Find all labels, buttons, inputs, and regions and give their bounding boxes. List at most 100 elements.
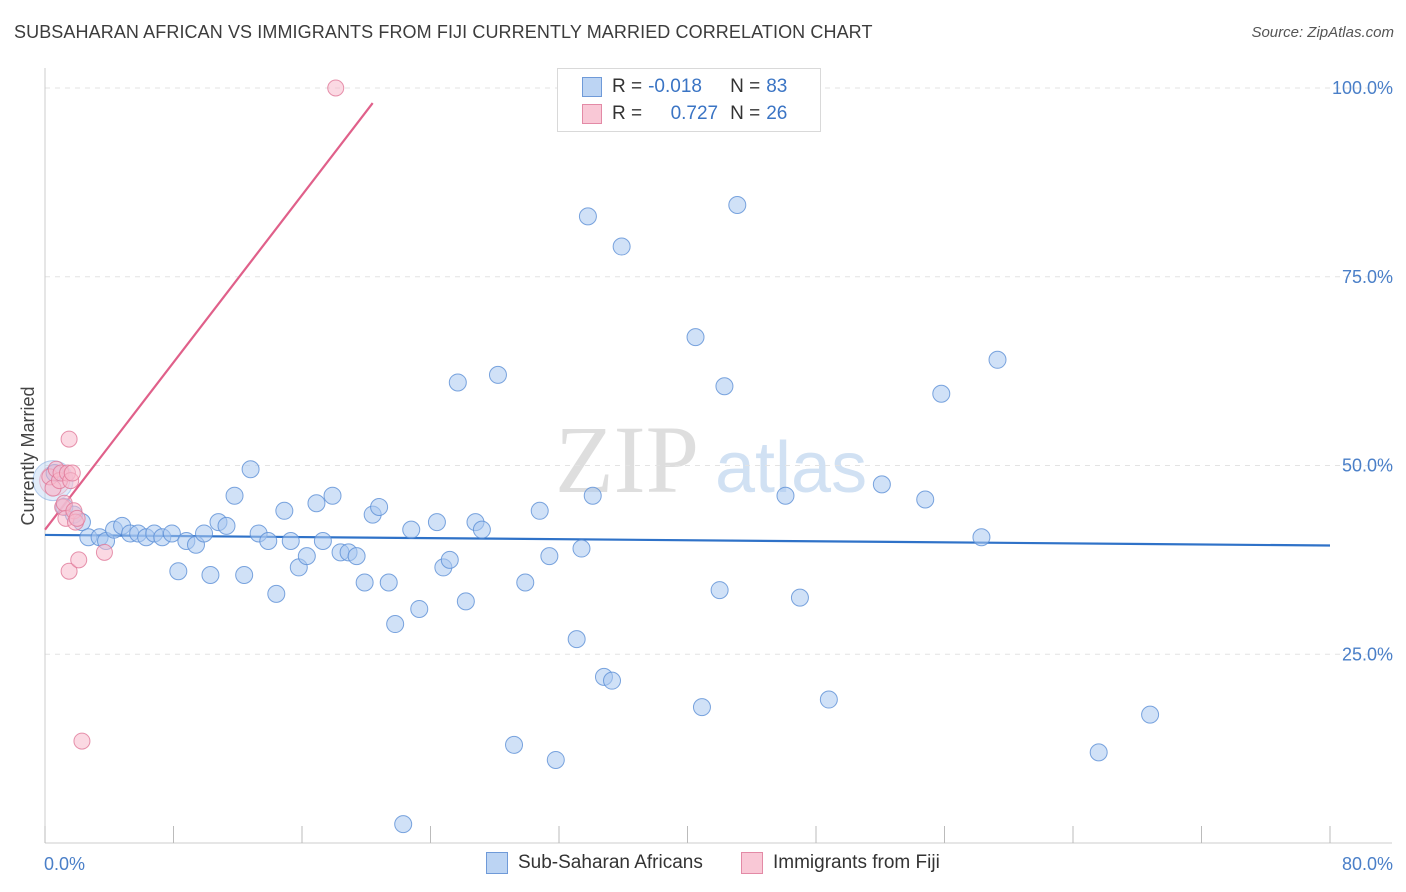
point-subsaharan — [567, 630, 586, 649]
point-subsaharan — [872, 475, 891, 494]
legend-n-label: N = — [730, 76, 761, 97]
point-subsaharan — [217, 516, 236, 535]
point-subsaharan — [235, 565, 254, 584]
point-subsaharan — [259, 532, 278, 550]
point-subsaharan — [728, 196, 747, 215]
y-tick-label: 100.0% — [1332, 78, 1393, 98]
y-axis-label: Currently Married — [18, 386, 38, 525]
point-subsaharan — [370, 498, 389, 517]
trend-line-subsaharan — [44, 533, 1331, 547]
point-fiji — [60, 562, 78, 580]
point-subsaharan — [281, 532, 300, 550]
point-subsaharan — [402, 520, 421, 539]
point-subsaharan — [988, 350, 1007, 369]
point-subsaharan — [1141, 705, 1160, 724]
point-subsaharan — [546, 750, 565, 769]
x-tick-label: 80.0% — [1342, 854, 1393, 874]
legend-row-subsaharan: R = -0.018 N = 83 — [582, 74, 787, 100]
point-subsaharan — [307, 494, 326, 513]
legend-swatch-blue — [582, 77, 602, 97]
watermark: ZIP atlas — [555, 406, 867, 513]
bottom-legend-swatch-blue — [486, 852, 508, 874]
point-subsaharan — [516, 573, 535, 592]
watermark-zip: ZIP — [555, 406, 699, 513]
point-subsaharan — [612, 237, 631, 256]
bottom-legend-label-fiji: Immigrants from Fiji — [773, 852, 940, 873]
point-fiji — [70, 551, 88, 569]
point-subsaharan — [715, 377, 734, 396]
bottom-legend-fiji: Immigrants from Fiji — [741, 852, 940, 874]
stats-legend: R = -0.018 N = 83 R = 0.727 N = 26 — [557, 68, 821, 132]
point-subsaharan — [275, 501, 294, 520]
point-subsaharan — [267, 584, 286, 603]
point-subsaharan — [972, 528, 991, 547]
legend-row-fiji: R = 0.727 N = 26 — [582, 101, 787, 127]
point-subsaharan — [169, 562, 188, 581]
y-tick-label: 50.0% — [1342, 456, 1393, 476]
point-fiji — [60, 430, 78, 448]
bottom-legend-subsaharan: Sub-Saharan Africans — [486, 852, 703, 874]
point-subsaharan — [448, 373, 467, 392]
point-subsaharan — [603, 671, 622, 690]
point-subsaharan — [347, 547, 366, 566]
legend-n-value: 26 — [766, 103, 788, 124]
y-tick-label: 75.0% — [1342, 267, 1393, 287]
bottom-legend-swatch-pink — [741, 852, 763, 874]
x-tick-label: 0.0% — [44, 854, 85, 874]
legend-r-label: R = — [612, 103, 643, 124]
point-subsaharan — [201, 565, 220, 584]
y-tick-label: 25.0% — [1342, 644, 1393, 664]
source-label: Source: ZipAtlas.com — [1251, 24, 1394, 41]
point-subsaharan — [427, 513, 446, 532]
point-subsaharan — [686, 328, 705, 347]
legend-r-value: 0.727 — [670, 103, 719, 124]
point-subsaharan — [313, 532, 332, 550]
point-subsaharan — [578, 207, 597, 226]
point-subsaharan — [297, 547, 316, 566]
point-subsaharan — [540, 547, 559, 566]
point-subsaharan — [440, 550, 459, 569]
point-fiji — [327, 79, 345, 97]
point-subsaharan — [323, 486, 342, 505]
point-subsaharan — [488, 365, 507, 384]
point-subsaharan — [241, 460, 260, 479]
data-points — [32, 79, 1160, 834]
point-subsaharan — [1089, 743, 1108, 762]
point-subsaharan — [410, 599, 429, 618]
legend-r-label: R = — [612, 76, 643, 97]
tick-labels: 25.0% 50.0% 75.0% 100.0% 0.0% 80.0% — [44, 78, 1393, 874]
point-subsaharan — [692, 698, 711, 717]
legend-r-value: -0.018 — [648, 76, 702, 97]
point-subsaharan — [472, 520, 491, 539]
point-subsaharan — [225, 486, 244, 505]
axes — [44, 68, 1392, 844]
point-subsaharan — [386, 615, 405, 634]
point-subsaharan — [710, 581, 729, 600]
point-subsaharan — [530, 501, 549, 520]
point-subsaharan — [394, 815, 413, 834]
legend-n-label: N = — [730, 103, 761, 124]
point-subsaharan — [916, 490, 935, 509]
point-subsaharan — [583, 486, 602, 505]
point-subsaharan — [456, 592, 475, 611]
legend-swatch-pink — [582, 104, 602, 124]
point-fiji — [73, 732, 91, 750]
point-subsaharan — [790, 588, 809, 607]
point-subsaharan — [572, 539, 591, 558]
bottom-legend: Sub-Saharan Africans Immigrants from Fij… — [0, 852, 1406, 878]
point-subsaharan — [505, 735, 524, 754]
point-fiji — [63, 464, 81, 482]
point-fiji — [68, 509, 86, 527]
point-subsaharan — [195, 524, 214, 543]
point-subsaharan — [819, 690, 838, 709]
point-subsaharan — [355, 573, 374, 592]
point-subsaharan — [776, 486, 795, 505]
legend-n-value: 83 — [766, 76, 788, 97]
trend-line-fiji — [44, 102, 374, 531]
point-subsaharan — [162, 524, 181, 543]
point-fiji — [95, 543, 113, 561]
chart-title: SUBSAHARAN AFRICAN VS IMMIGRANTS FROM FI… — [14, 22, 873, 42]
point-subsaharan — [932, 384, 951, 403]
bottom-legend-label-subsaharan: Sub-Saharan Africans — [518, 852, 703, 873]
